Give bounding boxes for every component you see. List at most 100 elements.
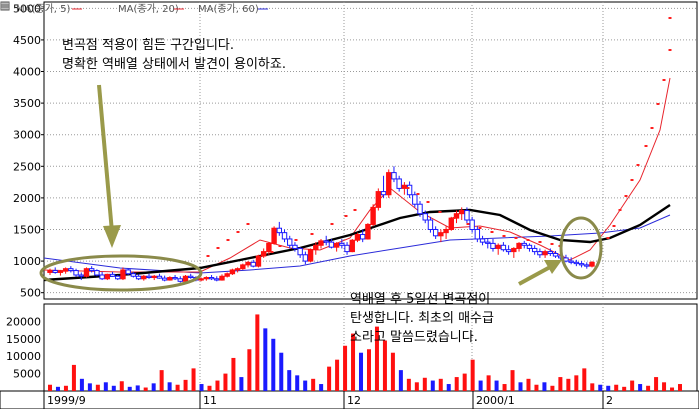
sar-marker: [490, 231, 494, 233]
legend-label: MA(종가, 5): [16, 3, 70, 15]
volume-bar: [486, 375, 491, 391]
volume-bar: [478, 380, 483, 391]
volume-bar: [111, 385, 116, 391]
volume-axis-ticks: 5000 10000 15000 20000: [6, 315, 41, 380]
volume-bar: [390, 352, 395, 391]
candle-body: [161, 277, 168, 281]
sar-marker: [406, 187, 410, 189]
candle-body: [432, 228, 439, 237]
candlesticks: [47, 166, 595, 283]
volume-bar: [502, 384, 507, 391]
price-tick-label: 4500: [13, 34, 41, 47]
date-tick-label: 2: [606, 394, 613, 407]
volume-bar: [662, 382, 667, 391]
volume-bar: [510, 370, 515, 391]
annotation-text-right: 소라고 말씀드렸습니다.: [350, 330, 478, 345]
volume-bar: [526, 378, 531, 391]
volume-tick-label: 15000: [6, 333, 41, 346]
candle-body: [391, 172, 397, 180]
sar-marker: [636, 164, 640, 166]
volume-bar: [446, 384, 451, 391]
sar-marker: [294, 239, 298, 241]
volume-bar: [654, 377, 659, 391]
candle-body: [135, 275, 142, 280]
legend-label: MA(종가, 20): [118, 3, 179, 15]
sar-marker: [330, 223, 334, 225]
price-tick-label: 3500: [13, 97, 41, 110]
volume-bar: [55, 386, 60, 391]
volume-bar: [550, 385, 555, 391]
legend-label: MA(종가, 60): [198, 3, 259, 15]
candle-body: [438, 232, 444, 237]
volume-bar: [590, 383, 595, 391]
volume-bar: [351, 333, 356, 391]
volume-bar: [71, 364, 76, 391]
candle-body: [198, 278, 204, 281]
candle-body: [167, 277, 173, 281]
candle-body: [229, 269, 236, 275]
candle-body: [578, 263, 585, 266]
candle-body: [380, 191, 387, 196]
volume-bar: [343, 345, 348, 391]
candle-body: [57, 270, 64, 273]
volume-bar: [119, 381, 124, 391]
candle-body: [443, 228, 449, 234]
annotation-text-right: 역배열 후 5일선 변곡점이: [350, 292, 490, 307]
candle-body: [344, 244, 350, 253]
candle-body: [359, 234, 366, 240]
sar-marker: [668, 49, 672, 51]
volume-bar: [335, 359, 340, 391]
candle-body: [292, 244, 298, 249]
volume-bar: [63, 385, 68, 391]
candle-body: [563, 257, 569, 262]
candle-body: [125, 269, 131, 275]
candle-body: [276, 227, 283, 234]
candle-body: [245, 261, 251, 266]
candle-body: [266, 242, 272, 253]
volume-tick-label: 5000: [13, 368, 41, 381]
price-tick-label: 1000: [13, 255, 41, 268]
candle-body: [464, 210, 470, 221]
annotation-arrow-right: [518, 264, 553, 286]
candle-body: [83, 268, 90, 277]
candle-body: [459, 210, 465, 215]
annotation-ellipse-right: [559, 216, 603, 280]
candle-body: [234, 268, 241, 271]
volume-bars: [48, 314, 682, 391]
candle-body: [271, 227, 277, 244]
candle-body: [219, 275, 225, 281]
volume-bar: [255, 314, 260, 391]
candle-body: [412, 194, 418, 205]
volume-bar: [582, 368, 587, 391]
candle-body: [500, 244, 507, 251]
date-tick-label: 12: [347, 394, 361, 407]
candle-body: [505, 249, 512, 253]
candle-body: [531, 247, 538, 253]
candle-body: [260, 251, 267, 257]
candle-body: [448, 217, 454, 230]
volume-bar: [295, 375, 300, 391]
volume-bar: [175, 384, 180, 391]
volume-bar: [287, 370, 292, 391]
sar-marker: [270, 251, 274, 253]
annotation-ellipse-left: [39, 254, 203, 292]
sar-marker: [216, 247, 220, 249]
sar-marker: [478, 227, 482, 229]
price-tick-label: 5000: [13, 2, 41, 15]
candle-body: [589, 261, 595, 267]
candle-body: [339, 242, 345, 246]
sar-marker: [526, 239, 530, 241]
sar-marker: [344, 215, 348, 217]
sar-marker: [416, 193, 420, 195]
volume-bar: [670, 387, 675, 391]
candle-body: [177, 278, 183, 282]
volume-bar: [327, 366, 332, 391]
candle-body: [188, 275, 194, 279]
sar-marker: [466, 223, 470, 225]
candle-body: [78, 274, 84, 277]
date-axis-labels: 1999/9 11 12 2000/1 2: [43, 391, 613, 409]
legend: MA(종가, 5) MA(종가, 20) MA(종가, 60): [16, 3, 268, 15]
volume-bar: [271, 338, 276, 391]
